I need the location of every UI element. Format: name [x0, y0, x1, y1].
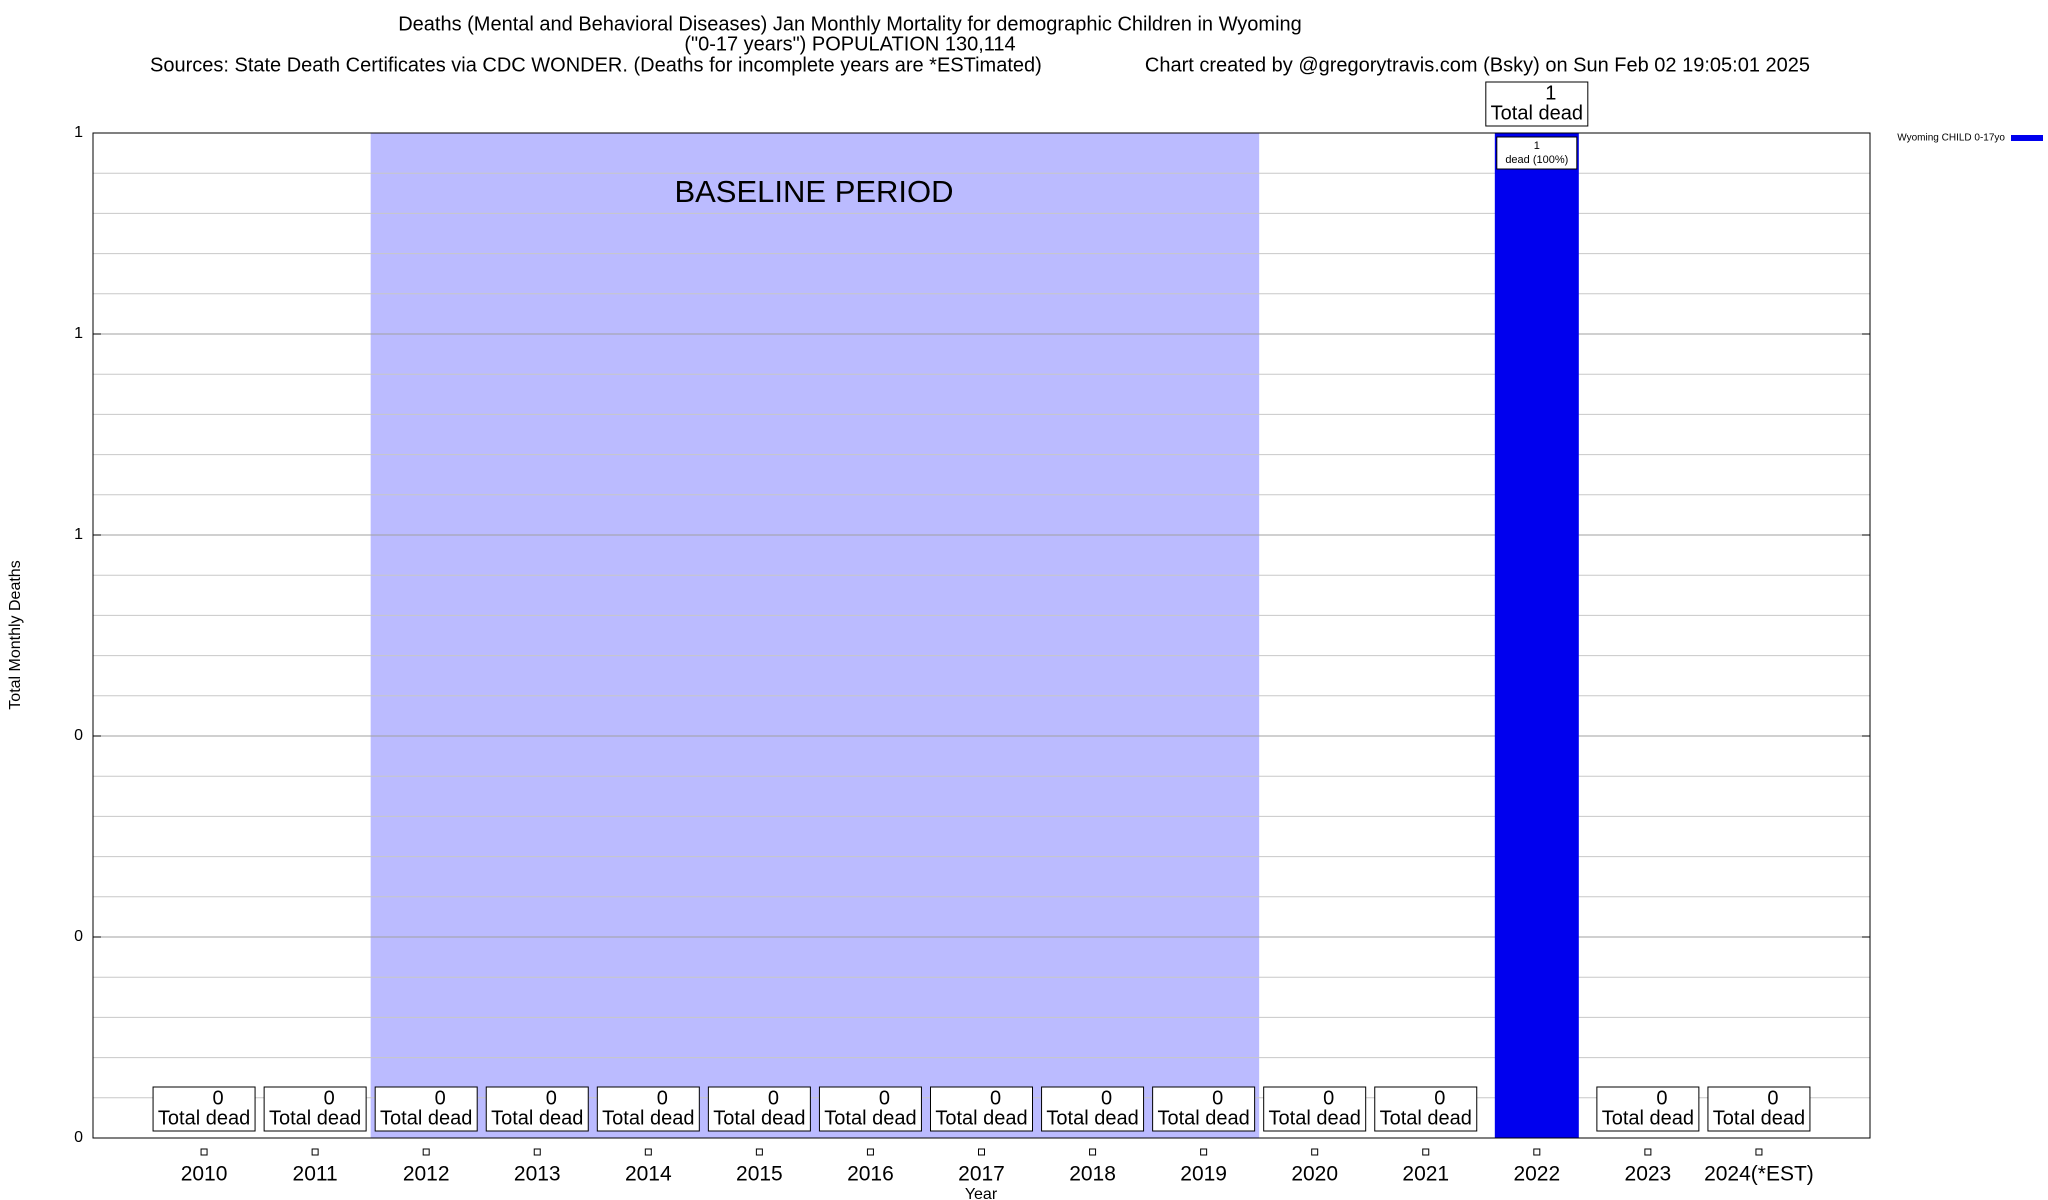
value-label: 0: [324, 1087, 335, 1109]
legend-label: Wyoming CHILD 0-17yo: [1897, 133, 2005, 144]
x-tick-label: 2019: [1180, 1163, 1227, 1186]
x-tick-label: 2014: [625, 1163, 672, 1186]
chart-title: Deaths (Mental and Behavioral Diseases) …: [398, 13, 1302, 35]
value-label-caption: Total dead: [935, 1107, 1027, 1129]
x-tick-label: 2021: [1402, 1163, 1449, 1186]
y-tick-label: 1: [74, 526, 83, 543]
value-label: 0: [657, 1087, 668, 1109]
x-tick-marker: [200, 1148, 208, 1156]
x-tick-label: 2020: [1291, 1163, 1338, 1186]
value-label: 0: [1434, 1087, 1445, 1109]
value-label: 0: [213, 1087, 224, 1109]
x-tick-marker: [422, 1148, 430, 1156]
value-label-box: [1485, 81, 1589, 127]
source-note: Sources: State Death Certificates via CD…: [150, 54, 1042, 76]
x-axis-label: Year: [965, 1186, 998, 1200]
value-label-caption: Total dead: [1046, 1107, 1138, 1129]
value-label-caption: Total dead: [1713, 1107, 1805, 1129]
x-tick-marker: [311, 1148, 319, 1156]
plot-frame: [92, 132, 1871, 1139]
value-label-box: [152, 1086, 256, 1132]
value-label-caption: Total dead: [824, 1107, 916, 1129]
bar-note: dead (100%): [1505, 154, 1568, 166]
x-tick-marker: [755, 1148, 763, 1156]
x-tick-marker: [1200, 1148, 1208, 1156]
x-tick-marker: [533, 1148, 541, 1156]
x-tick-label: 2024(*EST): [1704, 1163, 1814, 1186]
bar-note-box: [1496, 136, 1578, 170]
bar: [1494, 133, 1579, 1138]
x-tick-marker: [1644, 1148, 1652, 1156]
value-label-box: [930, 1086, 1033, 1132]
x-tick-label: 2016: [847, 1163, 894, 1186]
value-label-box: [1374, 1086, 1478, 1132]
value-label-box: [596, 1086, 700, 1132]
x-tick-marker: [1089, 1148, 1097, 1156]
value-label: 0: [546, 1087, 557, 1109]
y-tick-label: 0: [74, 928, 83, 945]
y-tick-label: 1: [74, 124, 83, 141]
value-label: 0: [1212, 1087, 1223, 1109]
x-tick-marker: [1311, 1148, 1319, 1156]
value-label-caption: Total dead: [602, 1107, 694, 1129]
bar-note-value: 1: [1534, 140, 1540, 152]
chart-subtitle: ("0-17 years") POPULATION 130,114: [684, 33, 1015, 55]
value-label-box: [1596, 1086, 1700, 1132]
x-tick-marker: [1755, 1148, 1763, 1156]
x-tick-marker: [1422, 1148, 1430, 1156]
x-tick-label: 2017: [958, 1163, 1005, 1186]
value-label-box: [1263, 1086, 1367, 1132]
value-label: 0: [1323, 1087, 1334, 1109]
x-tick-marker: [866, 1148, 874, 1156]
value-label-box: [1041, 1086, 1145, 1132]
value-label: 1: [1545, 82, 1556, 104]
baseline-label: BASELINE PERIOD: [674, 174, 953, 209]
value-label-box: [485, 1086, 589, 1132]
x-tick-label: 2012: [403, 1163, 450, 1186]
value-label-caption: Total dead: [1491, 102, 1583, 124]
value-label-box: [263, 1086, 367, 1132]
value-label: 0: [1767, 1087, 1778, 1109]
x-tick-label: 2018: [1069, 1163, 1116, 1186]
value-label-caption: Total dead: [713, 1107, 805, 1129]
value-label-caption: Total dead: [491, 1107, 583, 1129]
value-label: 0: [768, 1087, 779, 1109]
value-label-caption: Total dead: [269, 1107, 361, 1129]
y-axis-label: Total Monthly Deaths: [7, 560, 24, 709]
credit-note: Chart created by @gregorytravis.com (Bsk…: [1145, 54, 1810, 76]
value-label-caption: Total dead: [1157, 1107, 1249, 1129]
x-tick-label: 2011: [293, 1163, 338, 1186]
value-label-caption: Total dead: [1269, 1107, 1361, 1129]
y-tick-label: 0: [74, 727, 83, 744]
value-label-caption: Total dead: [380, 1107, 472, 1129]
value-label: 0: [879, 1087, 890, 1109]
baseline-shade: [370, 133, 1260, 1138]
x-tick-label: 2015: [736, 1163, 783, 1186]
value-label-caption: Total dead: [1380, 1107, 1472, 1129]
value-label-box: [374, 1086, 478, 1132]
x-tick-marker: [1533, 1148, 1541, 1156]
y-tick-label: 1: [74, 325, 83, 342]
value-label: 0: [1656, 1087, 1667, 1109]
value-label-caption: Total dead: [158, 1107, 250, 1129]
x-tick-label: 2010: [181, 1163, 228, 1186]
x-tick-marker: [978, 1148, 985, 1156]
x-tick-label: 2013: [514, 1163, 561, 1186]
value-label: 0: [990, 1087, 1001, 1109]
x-tick-label: 2023: [1625, 1163, 1672, 1186]
value-label: 0: [435, 1087, 446, 1109]
legend-swatch: [2011, 135, 2043, 141]
y-tick-label: 0: [74, 1129, 83, 1146]
value-label-box: [1152, 1086, 1256, 1132]
x-tick-label: 2022: [1513, 1163, 1560, 1186]
value-label-box: [707, 1086, 811, 1132]
x-tick-marker: [644, 1148, 652, 1156]
value-label: 0: [1101, 1087, 1112, 1109]
value-label-caption: Total dead: [1602, 1107, 1694, 1129]
value-label-box: [1707, 1086, 1811, 1132]
value-label-box: [818, 1086, 922, 1132]
